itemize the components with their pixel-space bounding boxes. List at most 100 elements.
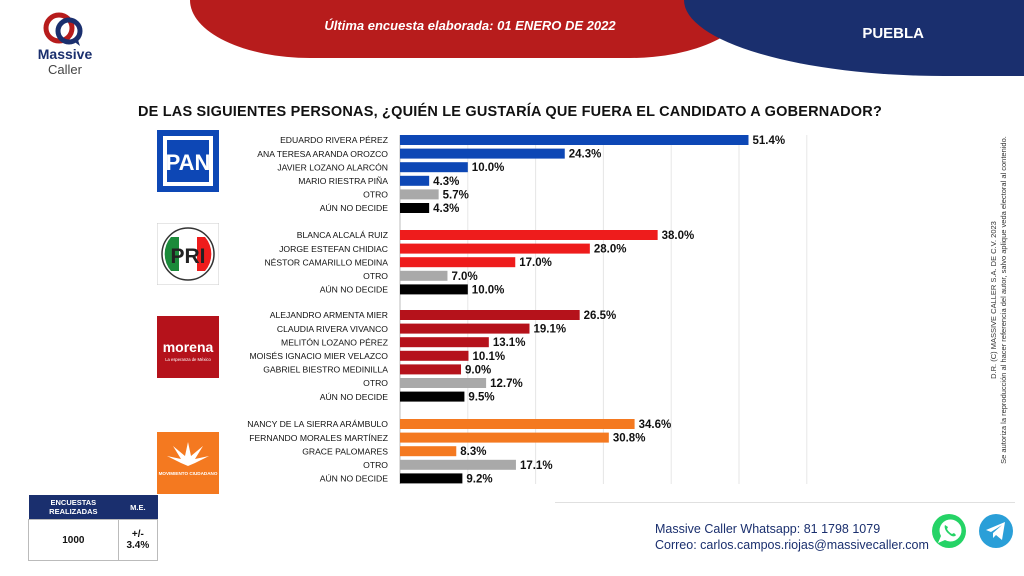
- bar-value-label: 17.1%: [520, 460, 553, 472]
- stats-table: ENCUESTAS REALIZADAS M.E. 1000 +/- 3.4%: [28, 495, 159, 561]
- telegram-icon[interactable]: [977, 512, 1015, 550]
- morena-logo-text: morena: [163, 339, 214, 355]
- bar-category-label: AÚN NO DECIDE: [320, 392, 389, 402]
- bar: [400, 243, 590, 254]
- stats-me-value: +/- 3.4%: [117, 519, 159, 561]
- bar: [400, 337, 489, 348]
- morena-logo-subtext: La esperanza de México: [165, 357, 211, 362]
- bar-category-label: OTRO: [363, 460, 388, 470]
- bar-value-label: 9.5%: [468, 392, 494, 404]
- bar: [400, 364, 462, 375]
- bar: [400, 148, 565, 159]
- survey-stats: ENCUESTAS REALIZADAS M.E. 1000 +/- 3.4%: [28, 495, 159, 561]
- bar: [400, 391, 465, 402]
- bar-value-label: 10.1%: [472, 351, 505, 363]
- chat-bubble-logo-icon: [43, 12, 83, 46]
- bar-category-label: BLANCA ALCALÁ RUIZ: [297, 230, 388, 240]
- bar: [400, 162, 468, 173]
- bar: [400, 473, 463, 484]
- bar-category-label: NÉSTOR CAMARILLO MEDINA: [264, 257, 388, 267]
- bar-category-label: MARIO RIESTRA PIÑA: [298, 176, 388, 186]
- stats-header-me: M.E.: [118, 495, 158, 520]
- bar-category-label: FERNANDO MORALES MARTÍNEZ: [249, 433, 388, 443]
- bar-value-label: 12.7%: [490, 378, 523, 390]
- survey-date: Última encuesta elaborada: 01 ENERO DE 2…: [324, 18, 616, 33]
- bar-value-label: 5.7%: [443, 189, 469, 201]
- bar-category-label: OTRO: [363, 190, 388, 200]
- bar-category-label: AÚN NO DECIDE: [320, 285, 389, 295]
- bar: [400, 378, 487, 388]
- footer-divider: [555, 502, 1015, 503]
- bar: [400, 432, 609, 443]
- bar-category-label: OTRO: [363, 271, 388, 281]
- bar: [400, 350, 469, 361]
- whatsapp-number[interactable]: 81 1798 1079: [803, 522, 881, 536]
- morena-logo: morena La esperanza de México: [157, 316, 219, 378]
- bar: [400, 446, 457, 457]
- bar-value-label: 10.0%: [472, 162, 505, 174]
- brand-name-line2: Caller: [48, 62, 82, 77]
- contact-info: Massive Caller Whatsapp: 81 1798 1079 Co…: [655, 521, 929, 553]
- bar: [400, 175, 430, 186]
- bar-category-label: JAVIER LOZANO ALARCÓN: [277, 162, 388, 172]
- bar-category-label: GABRIEL BIESTRO MEDINILLA: [263, 365, 388, 375]
- bar-category-label: AÚN NO DECIDE: [320, 203, 389, 213]
- bar-value-label: 4.3%: [433, 176, 459, 188]
- stats-header-surveys: ENCUESTAS REALIZADAS: [28, 495, 119, 520]
- whatsapp-icon[interactable]: [930, 512, 968, 550]
- bar-category-label: JORGE ESTEFAN CHIDIAC: [279, 244, 388, 254]
- bar: [400, 189, 439, 200]
- bar: [400, 270, 448, 281]
- bar-value-label: 4.3%: [433, 203, 459, 215]
- bar-value-label: 8.3%: [460, 446, 486, 458]
- bar: [400, 419, 635, 429]
- bar-category-label: MELITÓN LOZANO PÉREZ: [281, 337, 388, 347]
- bar-value-label: 9.0%: [465, 364, 491, 376]
- region-label: PUEBLA: [862, 25, 924, 42]
- bar-category-label: AÚN NO DECIDE: [320, 474, 389, 484]
- bar-category-label: NANCY DE LA SIERRA ARÁMBULO: [247, 419, 388, 429]
- bar: [400, 203, 430, 213]
- bar-category-label: EDUARDO RIVERA PÉREZ: [280, 135, 388, 145]
- bar-category-label: MOISÉS IGNACIO MIER VELAZCO: [250, 351, 389, 361]
- bar: [400, 257, 516, 268]
- pan-logo: PAN: [157, 130, 219, 192]
- bar-category-label: OTRO: [363, 378, 388, 388]
- whatsapp-label: Massive Caller Whatsapp:: [655, 522, 801, 536]
- bar-category-label: ANA TERESA ARANDA OROZCO: [257, 149, 388, 159]
- survey-question: DE LAS SIGUIENTES PERSONAS, ¿QUIÉN LE GU…: [137, 104, 883, 120]
- bar-category-label: GRACE PALOMARES: [302, 446, 388, 456]
- pri-logo: PRI: [157, 223, 219, 285]
- stats-surveys-value: 1000: [28, 519, 119, 561]
- bar-value-label: 28.0%: [594, 244, 627, 256]
- mc-logo-text: MOVIMIENTO CIUDADANO: [159, 471, 218, 476]
- bar-value-label: 13.1%: [493, 337, 526, 349]
- mc-logo: MOVIMIENTO CIUDADANO: [157, 432, 219, 494]
- bar-category-label: CLAUDIA RIVERA VIVANCO: [277, 324, 388, 334]
- bar-value-label: 38.0%: [662, 230, 695, 242]
- bar-value-label: 17.0%: [519, 257, 552, 269]
- bar: [400, 135, 749, 145]
- bar: [400, 284, 468, 295]
- email-address[interactable]: carlos.campos.riojas@massivecaller.com: [700, 538, 929, 552]
- bar-value-label: 24.3%: [569, 149, 602, 161]
- pan-logo-text: PAN: [166, 150, 211, 175]
- bar-value-label: 19.1%: [533, 324, 566, 336]
- bar-category-label: ALEJANDRO ARMENTA MIER: [270, 310, 388, 320]
- pri-logo-text: PRI: [170, 245, 205, 268]
- bar-value-label: 7.0%: [451, 271, 477, 283]
- brand-name-line1: Massive: [37, 46, 93, 62]
- massive-caller-logo: Massive Caller: [30, 12, 100, 78]
- email-label: Correo:: [655, 538, 697, 552]
- bar-value-label: 26.5%: [584, 310, 617, 322]
- bar: [400, 323, 530, 334]
- bar: [400, 459, 516, 470]
- bar-value-label: 30.8%: [613, 433, 646, 445]
- bar: [400, 230, 658, 240]
- date-banner: [190, 0, 750, 58]
- bar-value-label: 9.2%: [466, 473, 492, 485]
- bar-value-label: 10.0%: [472, 284, 505, 296]
- bar-value-label: 51.4%: [752, 135, 785, 147]
- bar-value-label: 34.6%: [639, 419, 672, 431]
